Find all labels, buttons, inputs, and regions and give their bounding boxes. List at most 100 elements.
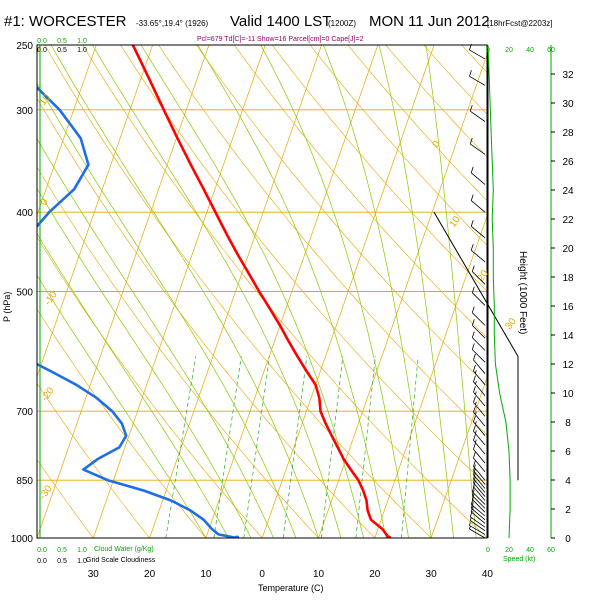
wind-barb-staff — [471, 349, 486, 363]
wind-barb — [471, 286, 486, 306]
mixing-ratio-label: 5 — [280, 543, 284, 550]
wind-barb — [473, 375, 486, 396]
dry-adiabat-line — [158, 45, 487, 436]
wind-barb-half-flag — [474, 439, 477, 443]
wind-barb-staff — [473, 359, 486, 374]
dry-adiabat-label: 0 — [430, 138, 442, 149]
moist-adiabat-line — [140, 45, 364, 538]
speed-tick-top: 60 — [547, 47, 555, 54]
mixing-ratio-line — [401, 356, 419, 538]
wind-barb-flag — [473, 460, 476, 467]
wind-barb-flag — [473, 425, 476, 432]
moist-adiabat-line — [37, 82, 297, 538]
wind-barb-flag — [473, 396, 476, 403]
height-tick-label: 10 — [562, 389, 574, 400]
pressure-tick-label: 300 — [16, 106, 33, 117]
wind-barb-flag — [469, 510, 473, 517]
wind-barb-staff — [471, 499, 486, 513]
dry-adiabat-line — [309, 45, 487, 246]
moist-adiabat-line — [323, 45, 432, 538]
wind-barb-flag — [473, 386, 476, 393]
wind-barb-half-flag — [474, 370, 477, 374]
wind-barb-flag — [473, 353, 476, 361]
wind-barb-flag — [471, 319, 475, 326]
wind-barb — [469, 510, 486, 528]
height-axis-label: Height (1000 Feet) — [517, 251, 528, 335]
wind-barb-staff — [473, 482, 486, 497]
cloudiness-tick-bottom: 0.5 — [57, 558, 67, 565]
wind-barb — [469, 517, 486, 532]
wind-barb-flag — [469, 43, 472, 51]
wind-barb-flag — [471, 331, 475, 338]
cloud-water-tick-bottom: 0.5 — [57, 547, 67, 554]
wind-barb-flag — [471, 286, 475, 293]
wind-barb-staff — [473, 457, 486, 472]
wind-barb-half-flag — [474, 421, 477, 425]
wind-barb-flag — [471, 306, 475, 313]
wind-barb — [473, 386, 486, 407]
wind-barb-staff — [471, 292, 486, 306]
surface-temperature-marker — [386, 535, 392, 538]
forecast-info: [18hrFcst@2203z] — [487, 19, 553, 28]
cloud-water-label: Cloud Water (g/Kg) — [94, 546, 154, 553]
wind-barb-staff — [470, 520, 486, 532]
moist-adiabat-line — [197, 45, 387, 538]
moist-adiabat-line — [37, 138, 274, 538]
height-tick-label: 14 — [562, 331, 574, 342]
cloudiness-tick-top: 0.0 — [37, 47, 47, 54]
temperature-axis-label: Temperature (C) — [258, 583, 324, 593]
wind-barb-staff — [470, 143, 486, 155]
wind-barb-staff — [471, 312, 486, 326]
height-tick-label: 4 — [565, 476, 571, 487]
height-tick-label: 20 — [562, 244, 574, 255]
wind-barb-half-flag — [469, 525, 471, 530]
wind-barb — [473, 406, 486, 427]
height-tick-label: 18 — [562, 273, 574, 284]
station-title: #1: WORCESTER — [4, 13, 127, 30]
wind-barb — [473, 364, 486, 386]
wind-barb-staff — [470, 225, 486, 239]
cloudiness-tick-bottom: 1.0 — [77, 558, 87, 565]
wind-barb — [471, 319, 486, 339]
dry-adiabat-line — [120, 45, 487, 487]
wind-barb-flag — [473, 451, 476, 459]
pressure-tick-label: 850 — [16, 476, 33, 487]
wind-barb-staff — [469, 49, 486, 60]
cloud-water-tick-bottom: 0.0 — [37, 547, 47, 554]
dry-adiabat-line — [44, 45, 432, 538]
wind-barb-flag — [469, 137, 473, 145]
grid-cloudiness-label: Grid Scale Cloudiness — [86, 557, 156, 564]
wind-barb-staff — [470, 172, 486, 185]
moist-adiabat-line — [37, 233, 229, 538]
cloud-water-tick-top: 0.5 — [57, 38, 67, 45]
mixing-ratio-label: 3 — [241, 543, 245, 550]
wind-barb — [471, 265, 486, 285]
wind-barb — [473, 451, 486, 472]
speed-tick-bottom: 20 — [505, 547, 513, 554]
speed-tick-top: 20 — [505, 47, 513, 54]
wind-barb-staff — [469, 75, 486, 86]
wind-barb — [470, 498, 486, 517]
station-coordinates: -33.65°,19.4° (1926) — [136, 19, 209, 28]
dry-adiabat-label: 0 — [38, 196, 50, 207]
mixing-ratio-label: 20 — [398, 543, 406, 550]
mixing-ratio-label: 12 — [353, 543, 361, 550]
wind-barb — [469, 137, 486, 155]
dry-adiabat-line — [37, 382, 150, 538]
mixing-ratio-label: 8 — [318, 543, 322, 550]
height-tick-label: 32 — [562, 70, 574, 81]
wind-barb-flag — [471, 343, 475, 350]
mixing-ratio-line — [165, 356, 197, 538]
pressure-tick-label: 500 — [16, 288, 33, 299]
moist-adiabat-line — [378, 45, 454, 538]
height-tick-label: 12 — [562, 360, 574, 371]
height-tick-label: 6 — [565, 447, 571, 458]
temperature-tick-label: 40 — [482, 569, 494, 580]
moist-adiabat-line — [260, 45, 409, 538]
wind-barb-staff — [470, 249, 486, 263]
cloudiness-tick-top: 1.0 — [77, 47, 87, 54]
dry-adiabat-line — [37, 166, 319, 538]
temperature-tick-label: 30 — [426, 569, 438, 580]
stability-indices: Pcl=679 Td[C]=-11 Show=16 Parcel[cm]=0 C… — [197, 36, 364, 43]
